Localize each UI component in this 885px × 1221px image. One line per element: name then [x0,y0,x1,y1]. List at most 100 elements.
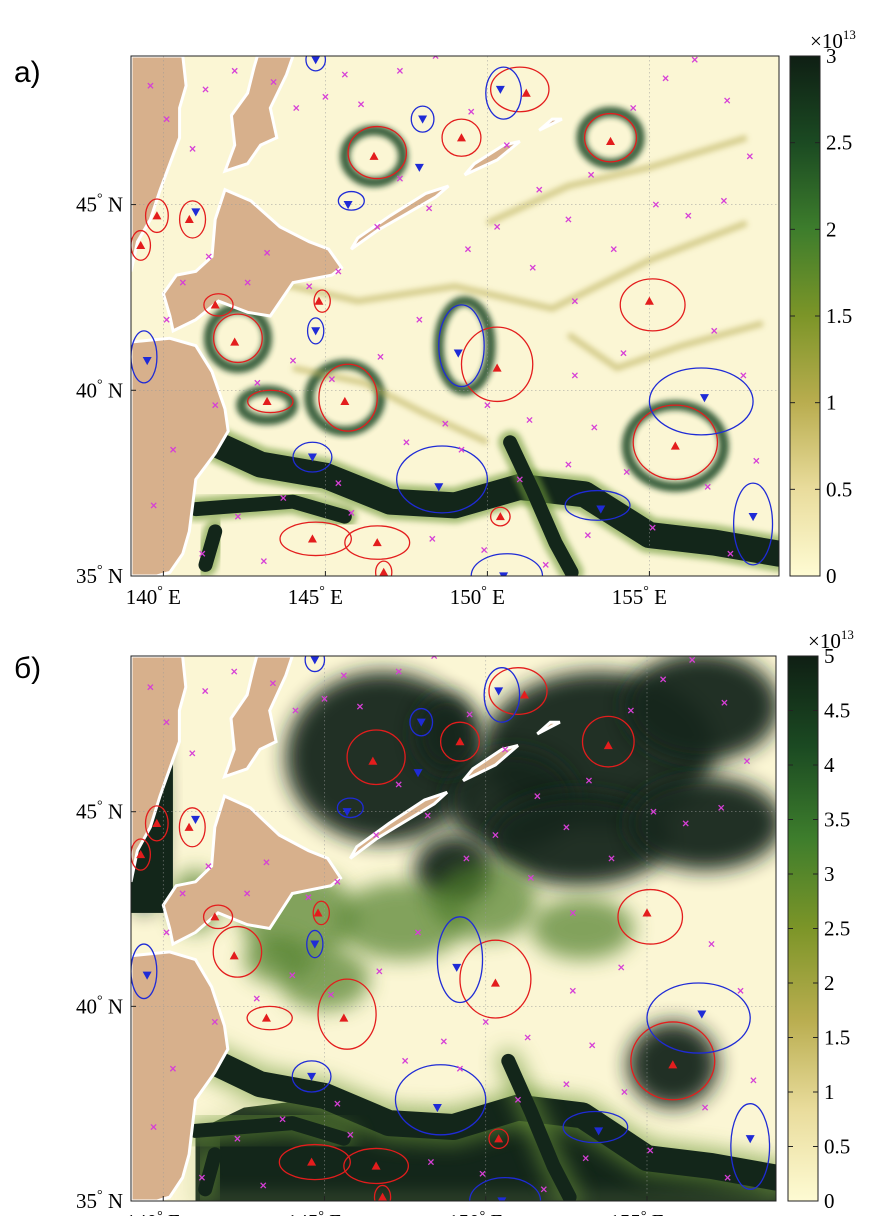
cyclone-marker [432,1103,442,1113]
anticyclone-contour [488,1128,509,1150]
anticyclone-marker [210,912,220,921]
colorbar-tick-label: 0.5 [824,1135,850,1159]
cross-marker [376,968,383,975]
anticyclone-contour [347,125,408,180]
cyclone-contour [564,489,631,521]
cross-marker [150,502,157,509]
cross-marker [260,558,267,565]
land-0 [131,950,230,1201]
cross-marker [163,316,170,323]
cross-marker [279,1116,286,1123]
cross-marker [516,476,523,483]
cross-marker [662,75,669,82]
cross-marker [305,894,312,901]
cyclone-contour [730,1103,771,1190]
cross-marker [280,494,287,502]
x-tick-label: 150° E [450,584,505,609]
cyclone-contour [648,367,754,436]
cross-marker [395,668,402,675]
x-tick-label: 155° E [609,1209,664,1216]
anticyclone-contour [279,521,352,557]
cyclone-contour [438,304,485,388]
cyclone-contour [436,916,484,1004]
cross-marker [479,1170,486,1177]
cross-marker [396,67,403,74]
anticyclone-contour [203,293,234,317]
cross-marker [591,424,598,431]
eddy-ring [339,125,409,188]
cyclone-marker [191,208,201,217]
anticyclone-contour [630,1021,716,1101]
cross-marker [685,212,692,219]
cross-marker [621,1088,628,1096]
anticyclone-marker [262,396,272,406]
cross-marker [163,116,170,123]
cross-marker [431,656,438,660]
cross-marker [484,402,491,409]
cyclone-marker [416,718,426,727]
y-tick-label: 40° N [76,993,123,1018]
map-panel-a: а) 140° E 145° E 150° E 155° E 35° N 40° N 45° … [14,27,856,609]
x-tick-label: 140° E [126,584,181,609]
cross-marker [202,86,209,93]
cross-marker [746,153,753,160]
cyclone-marker [307,1072,317,1081]
cross-marker [429,535,436,542]
cross-marker [647,1147,654,1154]
cyclone-contour [131,330,158,384]
cross-marker [269,680,276,687]
anticyclone-contour [344,525,411,560]
colorbar-tick-label: 2 [824,971,835,995]
land-6 [538,117,563,132]
colorbar-tick-label: 0 [824,1189,835,1213]
cross-marker [463,855,470,862]
anticyclone-marker [494,1134,504,1143]
cyclone-contour [291,1060,332,1093]
cross-marker [270,78,277,86]
colorbar-tick-label: 1 [826,391,837,415]
cross-marker [701,1104,709,1111]
cross-marker [334,1100,341,1107]
cross-marker [724,1174,731,1181]
cyclone-marker [342,808,352,817]
cross-marker [494,223,501,230]
cyclone-marker [311,327,321,336]
cross-marker [335,268,342,275]
cross-marker [502,746,509,753]
cross-marker [163,929,170,936]
cross-marker [649,524,656,531]
anticyclone-contour [246,389,294,414]
anticyclone-marker [670,441,680,450]
cross-marker [289,972,296,979]
cross-marker [527,874,534,881]
cross-marker [711,327,718,334]
anticyclone-contour [178,807,206,848]
anticyclone-marker [184,822,194,831]
cross-marker [306,283,313,290]
cross-marker [211,1018,218,1025]
anticyclone-marker [495,512,505,521]
colorbar-tick-label: 5 [824,644,835,668]
anticyclone-marker [369,151,379,160]
cross-marker [231,67,238,74]
cross-marker [169,1065,176,1072]
land-0 [131,336,230,576]
cyclone-contour [305,56,327,72]
colorbar-tick-label: 4.5 [824,699,850,723]
cross-marker [396,175,403,182]
cross-marker [212,402,219,409]
panel-label: б) [14,652,41,685]
land-3 [131,56,188,272]
cross-marker [189,145,196,152]
cross-marker [724,97,731,104]
x-tick-label: 145° E [288,584,343,609]
cross-marker [589,1042,596,1049]
anticyclone-marker [456,133,466,142]
anticyclone-contour [144,198,169,234]
cross-marker [432,56,439,60]
cross-marker [440,1038,447,1045]
cyclone-marker [452,963,462,972]
cross-marker [202,687,209,695]
anticyclone-marker [230,337,240,346]
anticyclone-marker [339,1013,349,1022]
